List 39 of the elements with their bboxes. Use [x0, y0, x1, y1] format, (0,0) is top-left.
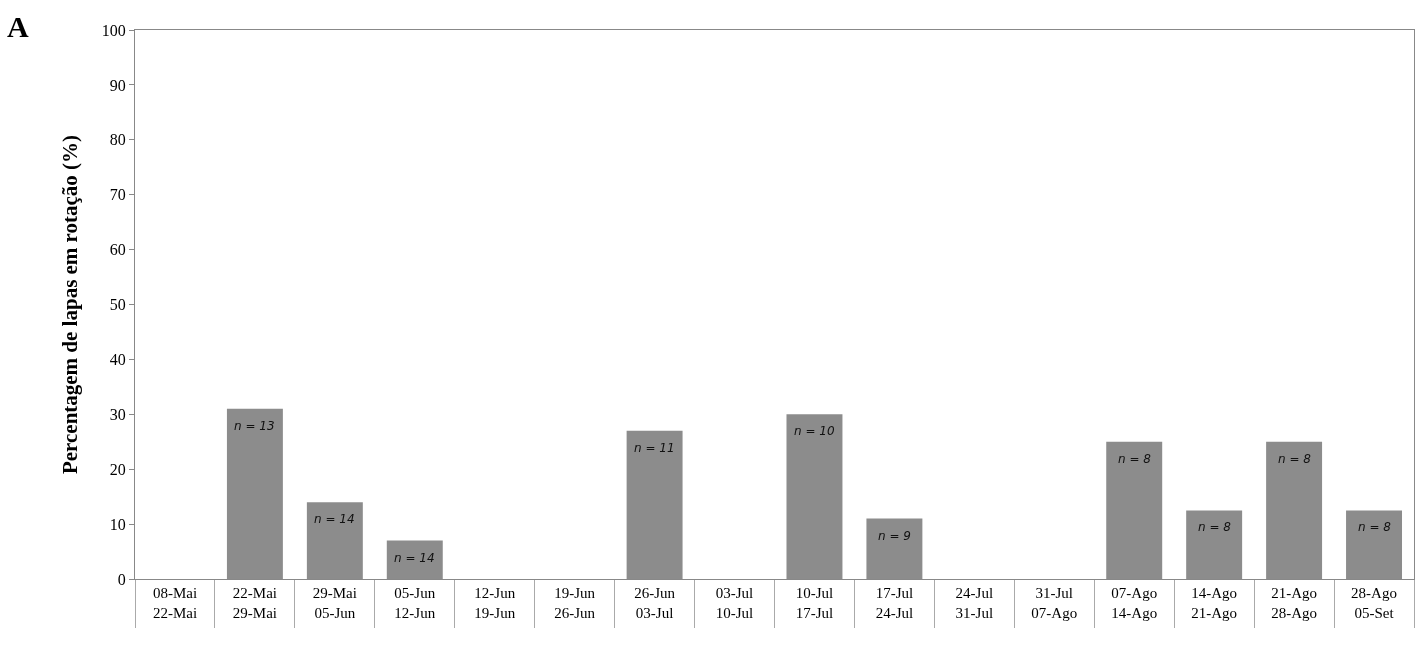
x-tick-label: 26-Jun 03-Jul — [634, 585, 676, 621]
x-tick-label: 24-Jul 31-Jul — [955, 585, 994, 621]
annotation: n = 13 — [234, 419, 275, 433]
x-tick-label: 05-Jun 12-Jun — [394, 585, 436, 621]
x-tick-label: 29-Mai 05-Jun — [312, 585, 357, 621]
x-tick-label: 08-Mai 22-Mai — [152, 585, 198, 621]
x-tick-label: 03-Jul 10-Jul — [715, 585, 754, 621]
y-tick-label: 60 — [109, 241, 126, 259]
y-tick-label: 90 — [109, 76, 126, 94]
annotation: n = 9 — [878, 529, 911, 543]
x-tick-label: 21-Ago 28-Ago — [1271, 585, 1317, 621]
x-tick-label: 19-Jun 26-Jun — [554, 585, 596, 621]
y-tick-label: 10 — [109, 515, 126, 533]
x-tick-label: 31-Jul 07-Ago — [1031, 585, 1078, 621]
y-axis-title: Percentagem de lapas em rotação (%) — [57, 134, 82, 475]
annotation: n = 11 — [634, 441, 675, 455]
x-tick-label: 10-Jul 17-Jul — [795, 585, 834, 621]
y-tick-label: 20 — [109, 460, 126, 478]
x-tick-label: 28-Ago 05-Set — [1351, 585, 1397, 621]
annotation: n = 10 — [794, 424, 835, 438]
y-tick-label: 70 — [109, 186, 126, 204]
annotation: n = 8 — [1118, 452, 1152, 466]
chart-title: A — [7, 10, 30, 44]
x-tick-label: 12-Jun 19-Jun — [474, 585, 516, 621]
y-tick-label: 50 — [109, 296, 126, 314]
x-tick-label: 07-Ago 14-Ago — [1111, 585, 1158, 621]
y-tick-label: 80 — [109, 131, 126, 149]
y-tick-label: 40 — [109, 351, 126, 368]
x-tick-label: 17-Jul 24-Jul — [875, 585, 914, 621]
x-tick-label: 14-Ago 21-Ago — [1191, 585, 1238, 621]
x-tick-label: 22-Mai 29-Mai — [232, 585, 277, 621]
annotation: n = 8 — [1358, 520, 1392, 534]
annotation: n = 14 — [394, 551, 435, 565]
annotation: n = 8 — [1198, 520, 1232, 534]
y-tick-label: 30 — [109, 405, 126, 423]
annotation: n = 14 — [314, 512, 355, 526]
annotation: n = 8 — [1278, 452, 1312, 466]
y-tick-label: 0 — [117, 570, 126, 588]
y-tick-label: 100 — [101, 21, 126, 39]
